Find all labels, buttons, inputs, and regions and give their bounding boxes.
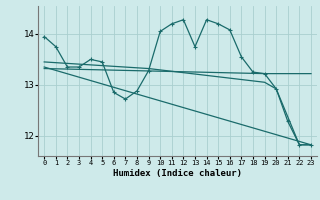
X-axis label: Humidex (Indice chaleur): Humidex (Indice chaleur) — [113, 169, 242, 178]
